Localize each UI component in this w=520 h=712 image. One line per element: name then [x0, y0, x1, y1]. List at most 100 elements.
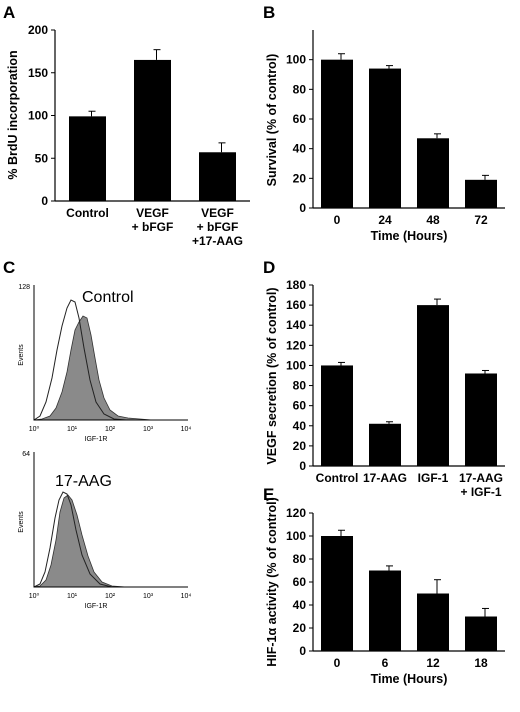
x-tick-label: Control [316, 471, 359, 485]
chart-a-brdu: 0 50 100 150 200 % BrdU incorporation Control V… [6, 23, 250, 248]
bar [417, 593, 449, 651]
flow-xtick: 10¹ [67, 593, 78, 600]
y-tick-label: 40 [293, 598, 307, 612]
x-tick-label-line: 18 [474, 656, 488, 670]
flow-title-control: Control [82, 289, 134, 306]
y-tick-label: 40 [293, 419, 307, 433]
x-tick-label-line: VEGF [201, 206, 234, 220]
bar [199, 152, 236, 201]
flow-xlabel-17aag: IGF-1R [85, 603, 108, 610]
flow-ymax-17aag: 64 [22, 451, 30, 458]
x-tick-label: 17-AAG + IGF-1 [459, 471, 503, 499]
chart-e-xlabel: Time (Hours) [371, 672, 448, 686]
x-tick-label-line: +17-AAG [192, 234, 243, 248]
x-tick-label: 72 [474, 213, 488, 227]
bar [465, 179, 497, 208]
flow-control-isotype-outline [33, 299, 127, 421]
flow-ylabel-control: Events [18, 344, 25, 366]
chart-e-ylabel: HIF-1α activity (% of control) [265, 497, 279, 667]
flow-xtick: 10³ [143, 426, 154, 433]
y-tick-label: 100 [286, 529, 306, 543]
x-tick-label-line: 6 [382, 656, 389, 670]
x-tick-label-line: + bFGF [132, 220, 174, 234]
y-tick-label: 20 [293, 621, 307, 635]
panel-letter-c: C [3, 258, 15, 277]
flow-axis-17aag [33, 452, 188, 588]
bar [369, 570, 401, 651]
x-tick-label-line: 12 [426, 656, 440, 670]
y-tick-label: 160 [286, 298, 306, 312]
bar [134, 59, 171, 201]
x-tick-label: VEGF + bFGF [132, 206, 174, 234]
flow-xtick: 10² [105, 593, 116, 600]
x-tick-label-line: + IGF-1 [460, 485, 501, 499]
panel-letter-b: B [263, 3, 275, 22]
flow-xtick: 10⁰ [29, 425, 40, 433]
x-tick-label-line: 24 [378, 213, 392, 227]
flow-xtick: 10³ [143, 593, 154, 600]
bar [465, 373, 497, 466]
flow-xtick: 10⁰ [29, 592, 40, 600]
y-tick-label: 0 [41, 194, 48, 208]
flow-axis-control [33, 285, 188, 421]
bar [321, 536, 353, 651]
x-tick-label: Control [66, 206, 109, 220]
flow-histogram-control: Control 128 Events 10⁰ 10¹ 10² 10³ 10⁴ I… [18, 284, 191, 443]
flow-xtick: 10¹ [67, 426, 78, 433]
flow-xticks-control: 10⁰ 10¹ 10² 10³ 10⁴ [29, 425, 192, 433]
bar [369, 423, 401, 466]
y-tick-label: 120 [286, 506, 306, 520]
flow-xtick: 10² [105, 426, 116, 433]
flow-xtick: 10⁴ [181, 426, 192, 433]
x-tick-label: VEGF + bFGF +17-AAG [192, 206, 243, 248]
flow-histogram-17aag: 17-AAG 64 Events 10⁰ 10¹ 10² 10³ 10⁴ IGF… [18, 451, 191, 610]
y-tick-label: 100 [286, 358, 306, 372]
chart-d-ylabel: VEGF secretion (% of control) [265, 287, 279, 464]
x-tick-label-line: 0 [334, 656, 341, 670]
flow-ylabel-17aag: Events [18, 511, 25, 533]
bar [321, 59, 353, 208]
bar [369, 68, 401, 208]
y-tick-label: 150 [28, 66, 48, 80]
x-tick-label-line: Control [66, 206, 109, 220]
x-tick-label: 12 [426, 656, 440, 670]
x-tick-label-line: 72 [474, 213, 488, 227]
chart-d-vegf: 0 20 40 60 80 100 120 140 160 180 VEGF secretion (… [265, 278, 505, 499]
y-tick-label: 40 [293, 142, 307, 156]
x-tick-label-line: 0 [334, 213, 341, 227]
y-tick-label: 180 [286, 278, 306, 292]
y-tick-label: 80 [293, 379, 307, 393]
flow-xtick: 10⁴ [181, 593, 192, 600]
bar [417, 305, 449, 466]
bar [417, 138, 449, 208]
x-tick-label-line: VEGF [136, 206, 169, 220]
x-tick-label: IGF-1 [418, 471, 449, 485]
y-tick-label: 0 [299, 459, 306, 473]
y-tick-label: 20 [293, 171, 307, 185]
y-tick-label: 120 [286, 338, 306, 352]
x-tick-label-line: IGF-1 [418, 471, 449, 485]
y-tick-label: 0 [299, 201, 306, 215]
x-tick-label-line: 17-AAG [363, 471, 407, 485]
x-tick-label: 24 [378, 213, 392, 227]
flow-control-shaded-histogram [33, 315, 153, 421]
y-tick-label: 100 [28, 109, 48, 123]
y-tick-label: 0 [299, 644, 306, 658]
x-tick-label: 0 [334, 656, 341, 670]
y-tick-label: 60 [293, 399, 307, 413]
chart-a-ylabel: % BrdU incorporation [6, 50, 20, 179]
x-tick-label: 0 [334, 213, 341, 227]
x-tick-label-line: 17-AAG [459, 471, 503, 485]
bar [69, 116, 106, 201]
chart-b-xlabel: Time (Hours) [371, 229, 448, 243]
y-tick-label: 60 [293, 575, 307, 589]
y-tick-label: 20 [293, 439, 307, 453]
y-tick-label: 50 [35, 151, 49, 165]
panel-letter-e: E [263, 485, 274, 504]
x-tick-label: 6 [382, 656, 389, 670]
flow-xticks-17aag: 10⁰ 10¹ 10² 10³ 10⁴ [29, 592, 192, 600]
flow-17aag-isotype-outline [33, 491, 113, 588]
flow-17aag-shaded-histogram [33, 494, 127, 588]
